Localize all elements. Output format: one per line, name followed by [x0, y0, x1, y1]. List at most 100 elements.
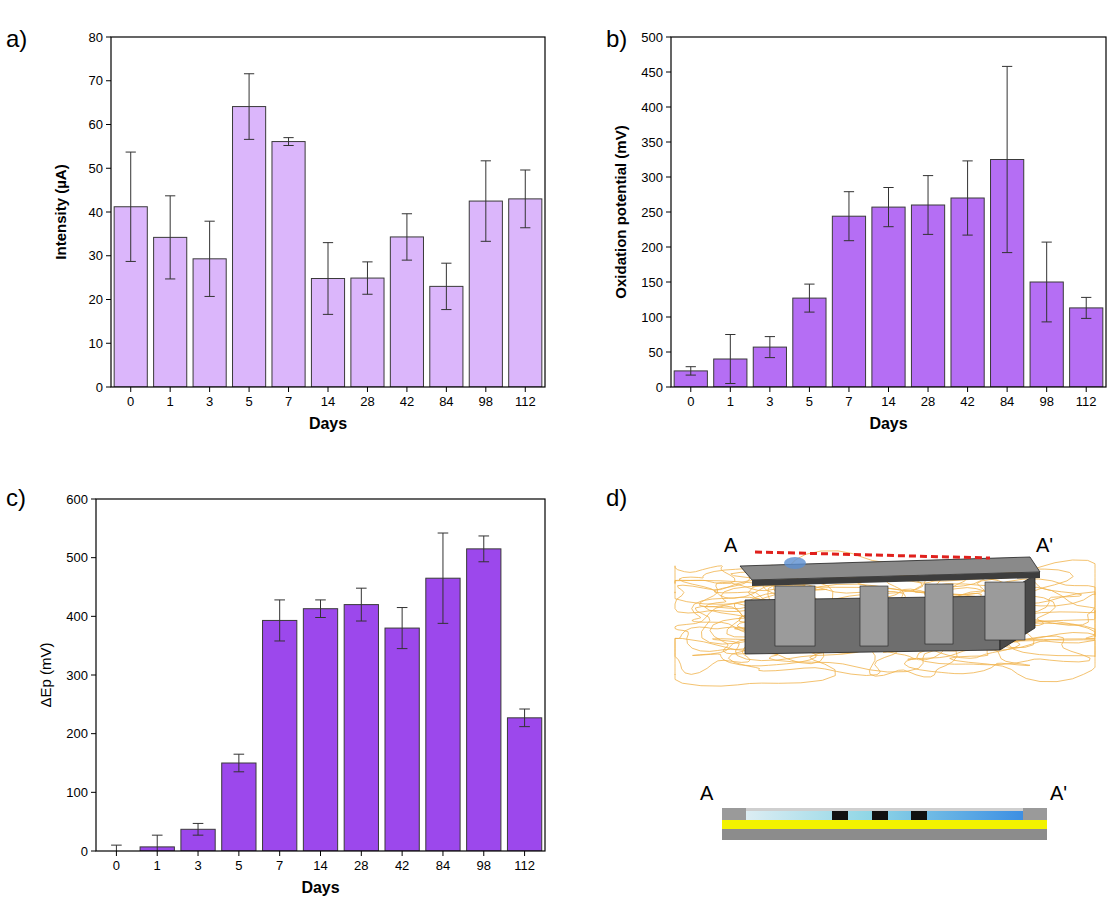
y-tick: [106, 168, 111, 169]
error-stem: [442, 533, 443, 623]
x-tick: [320, 851, 321, 856]
error-stem: [238, 754, 239, 772]
y-tick-label: 250: [641, 205, 663, 220]
figure: a)b)c)d)01020304050607080013571428428498…: [0, 0, 1119, 908]
x-tick: [209, 387, 210, 392]
section-label: A: [724, 534, 738, 556]
y-tick: [91, 792, 96, 793]
x-axis-title: Days: [309, 415, 347, 432]
error-cap: [274, 599, 285, 600]
error-bar: [765, 337, 775, 358]
wall: [722, 808, 746, 820]
y-tick: [91, 851, 96, 852]
y-tick: [666, 142, 671, 143]
x-tick-label: 1: [727, 394, 734, 409]
y-tick: [106, 124, 111, 125]
bar: [233, 107, 266, 387]
error-stem: [485, 161, 486, 242]
y-tick-label: 400: [641, 100, 663, 115]
error-bar: [152, 835, 163, 851]
cross-section: [722, 808, 1047, 840]
section-label: A': [1050, 782, 1067, 804]
x-tick: [116, 851, 117, 856]
error-cap: [362, 294, 372, 295]
error-cap: [804, 284, 814, 285]
error-cap: [478, 561, 489, 562]
device-pillar: [985, 582, 1025, 640]
y-tick-label: 10: [89, 336, 103, 351]
error-cap: [519, 709, 530, 710]
error-bar: [111, 845, 122, 851]
x-tick-label: 7: [276, 858, 283, 873]
error-cap: [283, 137, 293, 138]
y-tick-label: 200: [66, 726, 88, 741]
error-cap: [362, 261, 372, 262]
y-tick: [106, 387, 111, 388]
error-stem: [170, 196, 171, 279]
error-cap: [725, 334, 735, 335]
error-stem: [483, 536, 484, 562]
error-cap: [883, 226, 893, 227]
x-tick-label: 42: [395, 858, 409, 873]
error-cap: [402, 213, 412, 214]
y-tick: [91, 557, 96, 558]
error-stem: [288, 138, 289, 146]
x-tick-label: 1: [167, 394, 174, 409]
error-cap: [962, 160, 972, 161]
error-cap: [883, 187, 893, 188]
device-diagram: AA'AA': [675, 534, 1095, 840]
y-tick: [91, 499, 96, 500]
y-tick: [91, 733, 96, 734]
error-cap: [397, 607, 408, 608]
error-stem: [367, 262, 368, 294]
y-tick-label: 80: [89, 30, 103, 45]
error-bar: [883, 188, 893, 227]
bar: [467, 549, 501, 851]
y-axis-title: Oxidation potential (mV): [612, 125, 629, 298]
x-tick: [483, 851, 484, 856]
error-cap: [402, 260, 412, 261]
panel-letter: a): [6, 25, 27, 52]
droplet: [784, 557, 806, 569]
error-bar: [323, 243, 333, 315]
marks: [674, 66, 1103, 387]
x-tick-label: 42: [400, 394, 414, 409]
x-tick-label: 112: [515, 394, 536, 409]
x-tick: [279, 851, 280, 856]
error-bar: [315, 600, 326, 618]
error-bar: [438, 533, 449, 623]
error-bar: [441, 263, 451, 309]
y-tick: [666, 317, 671, 318]
error-cap: [438, 623, 449, 624]
plot-frame: [671, 37, 1106, 387]
error-stem: [209, 221, 210, 296]
error-bar: [478, 536, 489, 562]
error-cap: [438, 533, 449, 534]
error-bar: [686, 367, 696, 375]
section-label: A: [700, 782, 714, 804]
error-cap: [844, 191, 854, 192]
x-tick-label: 1: [154, 858, 161, 873]
bar: [344, 605, 378, 851]
error-cap: [111, 845, 122, 846]
error-cap: [315, 599, 326, 600]
x-tick: [130, 387, 131, 392]
y-tick: [666, 282, 671, 283]
y-tick: [666, 72, 671, 73]
y-tick: [106, 37, 111, 38]
panel-letter: d): [606, 484, 627, 511]
error-bar: [356, 588, 367, 621]
error-cap: [765, 357, 775, 358]
bar: [872, 207, 905, 387]
x-tick-label: 112: [514, 858, 535, 873]
x-tick: [769, 387, 770, 392]
error-bar: [283, 138, 293, 146]
y-tick: [91, 616, 96, 617]
y-tick-label: 350: [641, 135, 663, 150]
plot-frame: [111, 37, 545, 387]
error-stem: [198, 823, 199, 835]
error-bar: [1081, 297, 1091, 318]
x-tick-label: 3: [206, 394, 213, 409]
x-tick-label: 3: [194, 858, 201, 873]
x-tick: [888, 387, 889, 392]
